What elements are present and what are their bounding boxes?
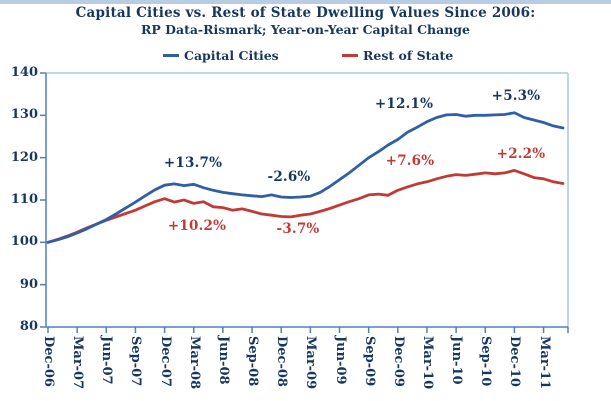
y-tick-label: 120 xyxy=(10,149,38,165)
capital-cities-line-swatch xyxy=(163,53,179,57)
legend-item-capital-cities: Capital Cities xyxy=(163,46,279,64)
y-tick-label: 140 xyxy=(10,65,38,80)
page-subtitle: RP Data-Rismark; Year-on-Year Capital Ch… xyxy=(140,22,470,37)
page-title: Capital Cities vs. Rest of State Dwellin… xyxy=(75,5,536,21)
x-tick-label: Sep-09 xyxy=(361,336,377,387)
y-tick-label: 90 xyxy=(19,276,38,292)
x-tick-label: Sep-10 xyxy=(478,336,494,387)
y-tick-label: 100 xyxy=(10,234,38,250)
annotation-label: -3.7% xyxy=(276,221,320,237)
x-tick-label: Jun-09 xyxy=(332,336,348,385)
decorative-top-strip xyxy=(0,0,611,4)
x-tick-label: Mar-10 xyxy=(419,336,435,390)
annotation-label: +2.2% xyxy=(496,146,546,162)
y-tick-label: 80 xyxy=(19,319,38,334)
y-tick-label: 130 xyxy=(10,107,38,123)
x-tick-label: Jun-10 xyxy=(449,336,465,385)
annotation-label: +5.3% xyxy=(491,88,541,104)
x-tick-label: Sep-07 xyxy=(128,336,144,387)
x-tick-label: Sep-08 xyxy=(245,336,261,387)
series-line-rest-of-state xyxy=(46,168,565,244)
annotation-label: +10.2% xyxy=(167,218,227,234)
x-tick-label: Dec-07 xyxy=(157,336,173,387)
x-tick-label: Mar-07 xyxy=(70,336,86,390)
legend-label-capital-cities: Capital Cities xyxy=(184,47,279,63)
annotation-label: -2.6% xyxy=(267,169,311,185)
x-tick-label: Mar-09 xyxy=(303,336,319,390)
legend-item-rest-of-state: Rest of State xyxy=(342,46,453,64)
legend-label-rest-of-state: Rest of State xyxy=(363,47,454,63)
x-tick-label: Dec-08 xyxy=(274,336,290,387)
series-line-capital-cities xyxy=(46,111,565,244)
x-tick-label: Jun-07 xyxy=(99,336,115,385)
x-tick-label: Mar-08 xyxy=(186,336,202,390)
rest-of-state-line-swatch xyxy=(342,53,358,57)
x-tick-label: Mar-11 xyxy=(536,336,552,390)
x-tick-label: Dec-09 xyxy=(390,336,406,387)
y-tick-label: 110 xyxy=(10,192,38,207)
annotation-label: +7.6% xyxy=(385,153,435,169)
chart-legend: Capital Cities Rest of State xyxy=(0,46,611,64)
x-tick-label: Dec-06 xyxy=(41,336,56,387)
annotation-label: +12.1% xyxy=(374,96,434,112)
x-tick-label: Jun-08 xyxy=(215,336,231,385)
annotation-label: +13.7% xyxy=(163,155,223,171)
x-tick-label: Dec-10 xyxy=(507,336,523,387)
